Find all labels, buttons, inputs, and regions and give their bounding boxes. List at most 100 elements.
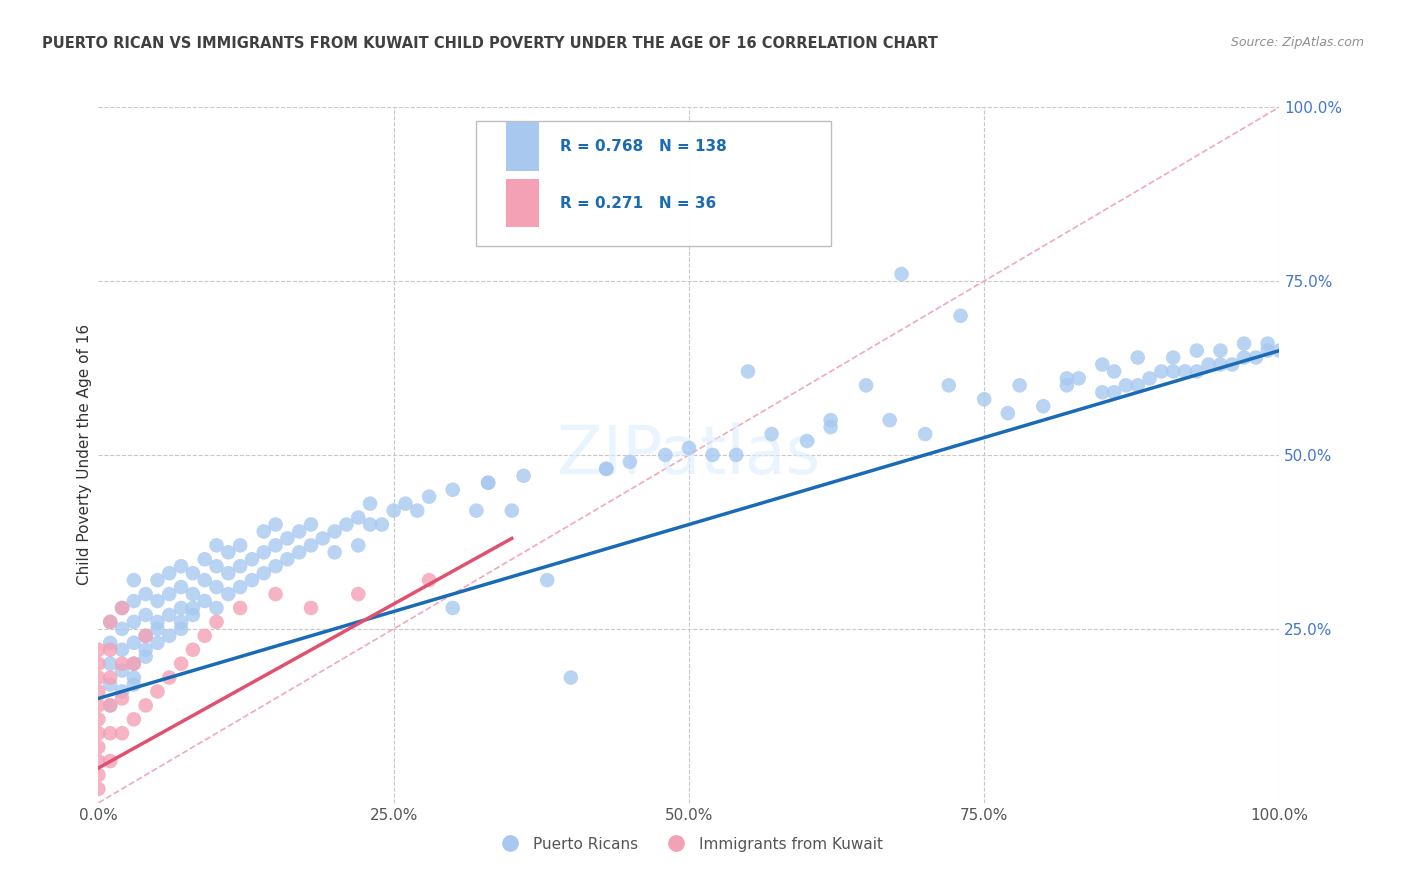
Point bbox=[441, 601, 464, 615]
Point bbox=[997, 406, 1019, 420]
Point bbox=[441, 483, 464, 497]
Point bbox=[796, 434, 818, 448]
Point bbox=[98, 615, 121, 629]
Point bbox=[229, 580, 252, 594]
Point bbox=[335, 517, 357, 532]
Point bbox=[181, 601, 204, 615]
Point bbox=[111, 657, 134, 671]
Point bbox=[465, 503, 488, 517]
Point bbox=[1091, 385, 1114, 400]
Point bbox=[98, 698, 121, 713]
Point bbox=[205, 615, 228, 629]
Point bbox=[157, 607, 180, 622]
Point bbox=[135, 607, 157, 622]
Point bbox=[264, 587, 287, 601]
Point bbox=[382, 503, 405, 517]
Point bbox=[122, 657, 145, 671]
Point bbox=[1257, 336, 1279, 351]
Point bbox=[1257, 343, 1279, 358]
Point bbox=[276, 552, 298, 566]
Point bbox=[122, 636, 145, 650]
Point bbox=[111, 726, 134, 740]
Point bbox=[1209, 343, 1232, 358]
Point bbox=[1067, 371, 1090, 385]
Point bbox=[654, 448, 676, 462]
Point bbox=[87, 754, 110, 768]
Point bbox=[181, 566, 204, 581]
Point bbox=[371, 517, 394, 532]
Legend: Puerto Ricans, Immigrants from Kuwait: Puerto Ricans, Immigrants from Kuwait bbox=[489, 830, 889, 858]
Point bbox=[98, 671, 121, 685]
Text: R = 0.768   N = 138: R = 0.768 N = 138 bbox=[560, 139, 727, 154]
Point bbox=[855, 378, 877, 392]
Point bbox=[418, 490, 440, 504]
Point bbox=[914, 427, 936, 442]
Point bbox=[1150, 364, 1173, 378]
Point bbox=[205, 538, 228, 552]
Point bbox=[122, 671, 145, 685]
Point bbox=[737, 364, 759, 378]
FancyBboxPatch shape bbox=[506, 122, 538, 171]
Point bbox=[501, 503, 523, 517]
Text: PUERTO RICAN VS IMMIGRANTS FROM KUWAIT CHILD POVERTY UNDER THE AGE OF 16 CORRELA: PUERTO RICAN VS IMMIGRANTS FROM KUWAIT C… bbox=[42, 36, 938, 51]
Point bbox=[87, 642, 110, 657]
Point bbox=[477, 475, 499, 490]
Point bbox=[299, 538, 322, 552]
Point bbox=[973, 392, 995, 407]
Point bbox=[323, 545, 346, 559]
Point bbox=[1185, 343, 1208, 358]
Point bbox=[146, 622, 169, 636]
Point bbox=[111, 601, 134, 615]
Point bbox=[194, 573, 217, 587]
Point bbox=[205, 580, 228, 594]
Point bbox=[1115, 378, 1137, 392]
Point bbox=[217, 587, 239, 601]
Point bbox=[87, 657, 110, 671]
Point bbox=[299, 517, 322, 532]
Point bbox=[98, 636, 121, 650]
Point bbox=[157, 587, 180, 601]
Point bbox=[264, 538, 287, 552]
Point bbox=[229, 601, 252, 615]
Point bbox=[111, 691, 134, 706]
Point bbox=[205, 559, 228, 574]
Point bbox=[1220, 358, 1243, 372]
Point bbox=[194, 629, 217, 643]
Point bbox=[181, 607, 204, 622]
Point bbox=[702, 448, 724, 462]
Point bbox=[253, 566, 276, 581]
Point bbox=[98, 615, 121, 629]
Point bbox=[229, 538, 252, 552]
Point bbox=[1032, 399, 1054, 413]
Point bbox=[761, 427, 783, 442]
Point bbox=[678, 441, 700, 455]
Point bbox=[157, 671, 180, 685]
Point bbox=[98, 698, 121, 713]
Point bbox=[938, 378, 960, 392]
Point bbox=[122, 615, 145, 629]
Point bbox=[394, 497, 416, 511]
Point bbox=[122, 677, 145, 691]
Point bbox=[87, 698, 110, 713]
Point bbox=[1209, 358, 1232, 372]
FancyBboxPatch shape bbox=[477, 121, 831, 246]
Point bbox=[323, 524, 346, 539]
Point bbox=[299, 601, 322, 615]
Point bbox=[146, 684, 169, 698]
Point bbox=[87, 671, 110, 685]
Point bbox=[725, 448, 748, 462]
Point bbox=[418, 573, 440, 587]
Text: R = 0.271   N = 36: R = 0.271 N = 36 bbox=[560, 195, 717, 211]
Point bbox=[157, 629, 180, 643]
Point bbox=[288, 545, 311, 559]
Point bbox=[194, 552, 217, 566]
Point bbox=[111, 664, 134, 678]
Point bbox=[122, 594, 145, 608]
Point bbox=[1139, 371, 1161, 385]
Point bbox=[820, 413, 842, 427]
Point bbox=[87, 768, 110, 782]
Y-axis label: Child Poverty Under the Age of 16: Child Poverty Under the Age of 16 bbox=[77, 325, 91, 585]
Point bbox=[98, 677, 121, 691]
Point bbox=[276, 532, 298, 546]
Point bbox=[98, 726, 121, 740]
